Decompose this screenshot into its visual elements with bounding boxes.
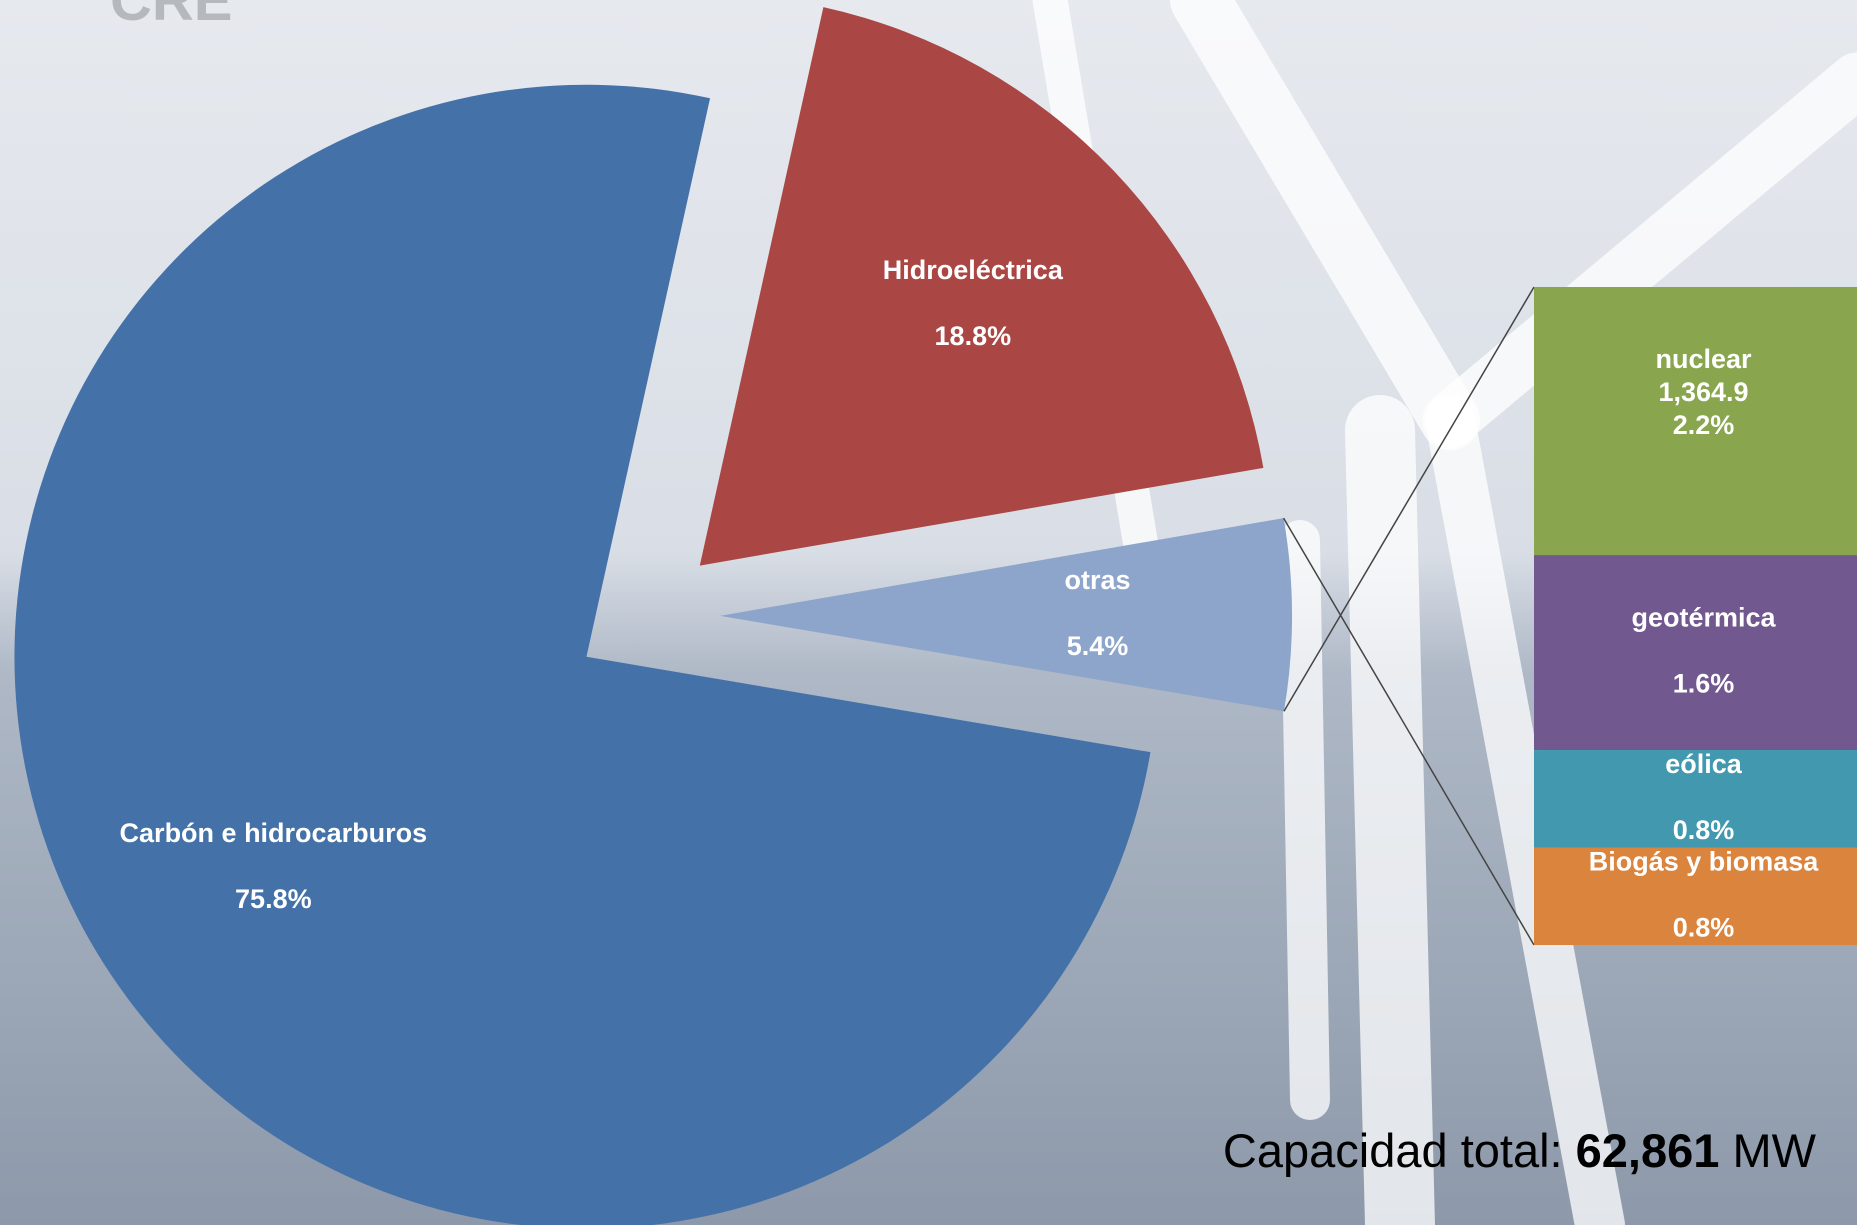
segment-capacity: 1,364.9	[1658, 377, 1748, 407]
total-prefix: Capacidad total:	[1223, 1124, 1563, 1177]
turbine-decoration	[1032, 0, 1857, 1225]
total-value: 62,861	[1576, 1124, 1720, 1177]
pie-slice	[14, 84, 1151, 1225]
bar-segment	[1534, 847, 1857, 945]
total-unit: MW	[1732, 1124, 1816, 1177]
slice-value: 5.4%	[1067, 631, 1129, 661]
pie-slice	[719, 518, 1292, 712]
segment-value: 2.2%	[1673, 410, 1735, 440]
slice-name: otras	[1065, 565, 1131, 595]
pie-slice	[699, 7, 1264, 566]
slice-name: Carbón e hidrocarburos	[120, 818, 428, 848]
total-capacity: Capacidad total: 62,861 MW	[1223, 1124, 1817, 1177]
segment-name: eólica	[1665, 749, 1743, 779]
segment-name: geotérmica	[1631, 603, 1776, 633]
segment-name: Biogás y biomasa	[1589, 846, 1820, 876]
segment-value: 0.8%	[1673, 815, 1735, 845]
slice-name: Hidroeléctrica	[883, 255, 1064, 285]
segment-value: 1.6%	[1673, 669, 1735, 699]
connector-line	[1283, 286, 1535, 712]
slice-value: 75.8%	[235, 884, 312, 914]
bar-segment	[1534, 750, 1857, 848]
slice-value: 18.8%	[935, 321, 1012, 351]
logo: CRE	[110, 0, 232, 33]
bar-segment	[1534, 287, 1857, 556]
segment-value: 0.8%	[1673, 912, 1735, 942]
bar-segment	[1534, 555, 1857, 751]
segment-name: nuclear	[1655, 344, 1752, 374]
connector-line	[1282, 517, 1535, 946]
